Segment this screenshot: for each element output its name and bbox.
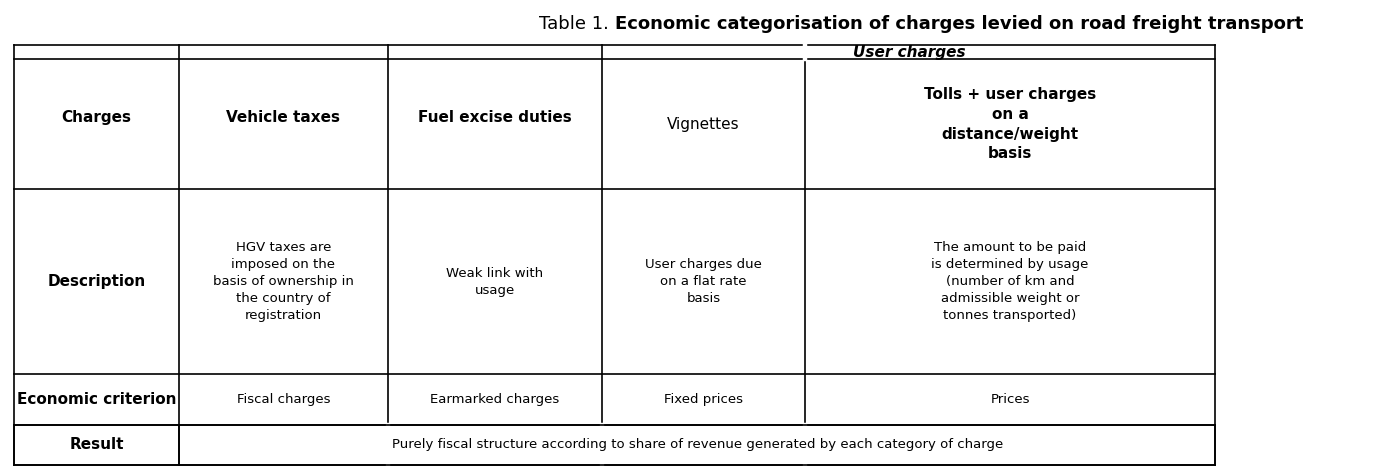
- Text: Fuel excise duties: Fuel excise duties: [419, 110, 572, 125]
- Text: Fiscal charges: Fiscal charges: [236, 393, 330, 406]
- Text: User charges: User charges: [853, 45, 965, 60]
- Text: The amount to be paid
is determined by usage
(number of km and
admissible weight: The amount to be paid is determined by u…: [931, 241, 1089, 322]
- Text: Result: Result: [69, 438, 123, 452]
- Text: Earmarked charges: Earmarked charges: [430, 393, 560, 406]
- Text: Weak link with
usage: Weak link with usage: [446, 267, 543, 297]
- Text: Vignettes: Vignettes: [668, 116, 739, 131]
- Text: Purely fiscal structure according to share of revenue generated by each category: Purely fiscal structure according to sha…: [391, 439, 1003, 452]
- Text: Fixed prices: Fixed prices: [663, 393, 744, 406]
- Text: Description: Description: [47, 274, 145, 289]
- Text: Economic criterion: Economic criterion: [17, 392, 176, 407]
- Text: HGV taxes are
imposed on the
basis of ownership in
the country of
registration: HGV taxes are imposed on the basis of ow…: [213, 241, 354, 322]
- Text: Charges: Charges: [61, 110, 131, 125]
- Text: Table 1.: Table 1.: [539, 15, 615, 33]
- Text: Economic categorisation of charges levied on road freight transport: Economic categorisation of charges levie…: [615, 15, 1303, 33]
- Text: Vehicle taxes: Vehicle taxes: [227, 110, 340, 125]
- Text: User charges due
on a flat rate
basis: User charges due on a flat rate basis: [645, 258, 761, 305]
- Text: Tolls + user charges
on a
distance/weight
basis: Tolls + user charges on a distance/weigh…: [925, 87, 1096, 161]
- Text: Prices: Prices: [991, 393, 1030, 406]
